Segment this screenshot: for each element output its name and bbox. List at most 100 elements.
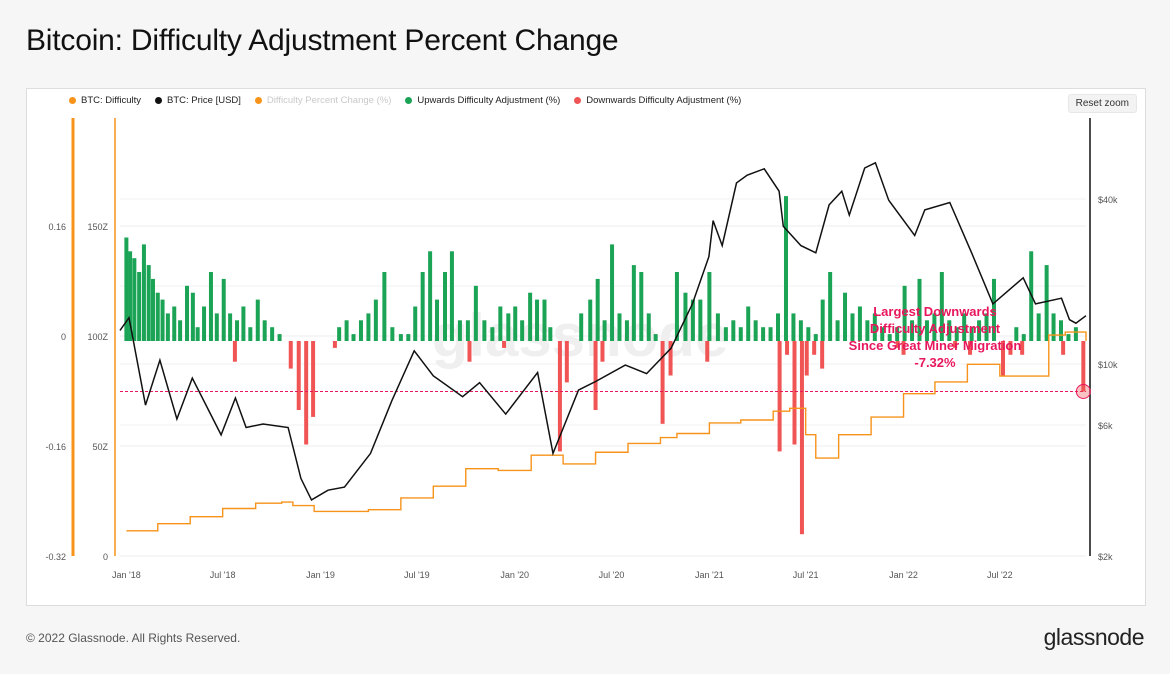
bar-upward [753, 320, 758, 341]
annotation-line: Difficulty Adjustment [869, 321, 1001, 336]
bar-upward [241, 306, 246, 341]
bar-upward [723, 327, 728, 341]
bar-downward [660, 341, 665, 424]
y-tick-label-price: $6k [1098, 421, 1113, 431]
bar-downward [785, 341, 790, 355]
bar-upward [674, 272, 679, 341]
bar-downward [820, 341, 825, 369]
bar-upward [270, 327, 275, 341]
legend-item-downwards[interactable]: Downwards Difficulty Adjustment (%) [574, 95, 741, 106]
bar-downward [799, 341, 804, 535]
bar-upward [624, 320, 629, 341]
bar-upward [428, 251, 433, 341]
legend-item-difficulty[interactable]: BTC: Difficulty [69, 95, 141, 106]
annotation-line: Largest Downwards [873, 304, 997, 319]
legend-label: BTC: Difficulty [81, 95, 142, 106]
bar-upward [962, 313, 967, 341]
bar-upward [398, 334, 403, 341]
bar-upward [160, 299, 165, 341]
bar-downward [467, 341, 472, 362]
y-tick-label-price: $40k [1098, 195, 1118, 205]
bar-upward [646, 313, 651, 341]
x-tick-label: Jul '22 [987, 570, 1013, 580]
bar-downward [777, 341, 782, 452]
bar-upward [195, 327, 200, 341]
bar-upward [390, 327, 395, 341]
bar-upward [813, 334, 818, 341]
bar-upward [910, 320, 915, 341]
chart-legend: BTC: Difficulty BTC: Price [USD] Difficu… [69, 95, 741, 106]
bar-upward [506, 313, 511, 341]
bar-downward [1020, 341, 1025, 355]
bar-downward [296, 341, 301, 410]
y-tick-label-pct: -0.16 [45, 442, 66, 452]
chart-panel: BTC: Difficulty BTC: Price [USD] Difficu… [26, 88, 1146, 606]
legend-label: Downwards Difficulty Adjustment (%) [586, 95, 742, 106]
y-tick-label-difficulty: 0 [103, 552, 108, 562]
bar-downward [804, 341, 809, 376]
bar-upward [653, 334, 658, 341]
bar-upward [277, 334, 282, 341]
bar-upward [791, 313, 796, 341]
bar-upward [128, 251, 133, 341]
bar-downward [705, 341, 710, 362]
bar-upward [731, 320, 736, 341]
bar-upward [969, 327, 974, 341]
bar-downward [564, 341, 569, 383]
legend-item-price[interactable]: BTC: Price [USD] [155, 95, 241, 106]
bar-upward [843, 292, 848, 341]
legend-label: BTC: Price [USD] [167, 95, 241, 106]
annotation-largest-downwards: Largest Downwards Difficulty Adjustment … [800, 303, 1070, 371]
bar-downward [792, 341, 797, 445]
bar-upward [542, 299, 547, 341]
bar-upward [924, 320, 929, 341]
bar-upward [178, 320, 183, 341]
bar-upward [595, 278, 600, 341]
bar-upward [337, 327, 342, 341]
annotation-line: -7.32% [914, 355, 956, 370]
y-tick-label-difficulty: 100Z [87, 332, 108, 342]
bar-upward [137, 272, 142, 341]
copyright-text: © 2022 Glassnode. All Rights Reserved. [26, 631, 241, 645]
legend-item-upwards[interactable]: Upwards Difficulty Adjustment (%) [405, 95, 560, 106]
bar-upward [698, 299, 703, 341]
bar-upward [465, 320, 470, 341]
reset-zoom-button[interactable]: Reset zoom [1067, 94, 1137, 113]
brand-logo: glassnode [1043, 624, 1145, 650]
bar-upward [1058, 320, 1063, 341]
bar-upward [902, 285, 907, 341]
bar-downward [968, 341, 973, 355]
legend-swatch-price [155, 97, 163, 104]
x-tick-label: Jul '20 [599, 570, 625, 580]
bar-downward [288, 341, 293, 369]
bar-upward [1036, 313, 1041, 341]
bar-upward [715, 313, 720, 341]
bar-upward [806, 327, 811, 341]
bar-downward [1001, 341, 1006, 376]
bar-upward [513, 306, 518, 341]
bar-downward [593, 341, 598, 410]
legend-item-pct-change[interactable]: Difficulty Percent Change (%) [254, 95, 391, 106]
bar-upward [382, 272, 387, 341]
bar-upward [761, 327, 766, 341]
x-tick-label: Jul '21 [793, 570, 819, 580]
bar-upward [776, 313, 781, 341]
bar-upward [1021, 334, 1026, 341]
bar-upward [155, 292, 160, 341]
bar-upward [351, 334, 356, 341]
bar-upward [443, 272, 448, 341]
bar-upward [520, 320, 525, 341]
bar-downward [557, 341, 562, 452]
bar-upward [202, 306, 207, 341]
bar-downward [232, 341, 237, 362]
bar-upward [1066, 334, 1071, 341]
y-tick-label-pct: -0.32 [45, 552, 66, 562]
price-line [119, 161, 1087, 501]
x-tick-label: Jan '21 [695, 570, 724, 580]
bar-downward [895, 341, 900, 348]
bar-upward [221, 278, 226, 341]
bar-upward [344, 320, 349, 341]
bar-upward [991, 278, 996, 341]
bar-upward [190, 292, 195, 341]
bar-upward [413, 306, 418, 341]
